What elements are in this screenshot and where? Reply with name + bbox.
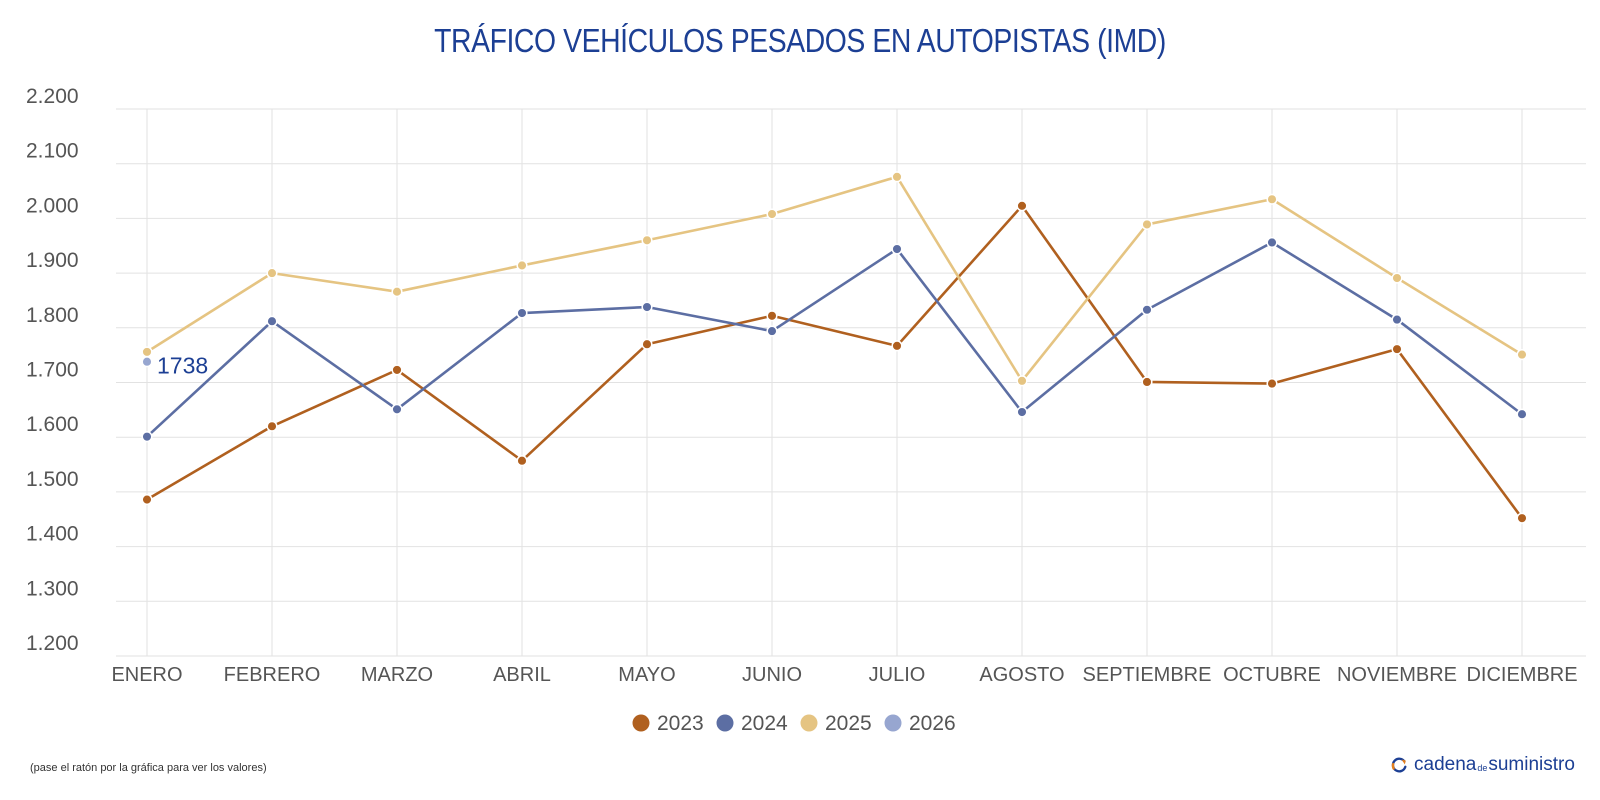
data-point[interactable] <box>391 364 403 376</box>
y-tick-label: 1.500 <box>26 468 79 491</box>
data-point[interactable] <box>266 420 278 432</box>
x-tick-label: DICIEMBRE <box>1466 664 1577 686</box>
y-tick-label: 2.100 <box>26 140 79 163</box>
grid <box>116 108 1586 657</box>
x-tick-label: ABRIL <box>493 664 551 686</box>
series-2026 <box>141 356 153 368</box>
data-point[interactable] <box>641 301 653 313</box>
legend-item-2025[interactable]: 2025 <box>800 712 872 735</box>
footnote: (pase el ratón por la gráfica para ver l… <box>30 762 267 774</box>
data-point[interactable] <box>1266 193 1278 205</box>
y-tick-label: 1.800 <box>26 304 79 327</box>
data-point[interactable] <box>141 356 153 368</box>
legend-label: 2023 <box>657 712 704 735</box>
data-point[interactable] <box>766 325 778 337</box>
series-layer <box>141 171 1528 524</box>
data-point[interactable] <box>891 243 903 255</box>
x-tick-label: FEBRERO <box>224 664 321 686</box>
legend-label: 2026 <box>909 712 956 735</box>
y-tick-label: 1.400 <box>26 523 79 546</box>
y-tick-label: 1.300 <box>26 577 79 600</box>
refresh-arrow-icon <box>1391 757 1407 773</box>
data-point[interactable] <box>766 310 778 322</box>
data-point[interactable] <box>1016 406 1028 418</box>
series-line <box>146 204 1524 519</box>
y-axis: 1.200 1.300 1.400 1.500 1.600 1.700 1.800 1.900… <box>26 85 79 655</box>
x-tick-label: AGOSTO <box>979 664 1064 686</box>
series-2025 <box>141 171 1528 387</box>
y-tick-label: 1.900 <box>26 249 79 272</box>
series-2023 <box>141 200 1528 524</box>
legend-swatch <box>632 714 650 732</box>
y-tick-label: 1.200 <box>26 632 79 655</box>
x-tick-label: ENERO <box>111 664 182 686</box>
data-label: 1738 <box>157 353 208 379</box>
data-point[interactable] <box>1516 512 1528 524</box>
legend-swatch <box>716 714 734 732</box>
data-point[interactable] <box>891 340 903 352</box>
series-line <box>146 175 1523 383</box>
x-tick-label: NOVIEMBRE <box>1337 664 1457 686</box>
data-point[interactable] <box>516 455 528 467</box>
data-point[interactable] <box>516 307 528 319</box>
data-point[interactable] <box>1141 218 1153 230</box>
data-point[interactable] <box>1391 272 1403 284</box>
data-point[interactable] <box>641 338 653 350</box>
data-point[interactable] <box>1516 408 1528 420</box>
legend-label: 2025 <box>825 712 872 735</box>
data-point[interactable] <box>891 171 903 183</box>
data-point[interactable] <box>1391 314 1403 326</box>
brand-text-de: de <box>1477 763 1488 773</box>
data-point[interactable] <box>1391 343 1403 355</box>
legend-swatch <box>884 714 902 732</box>
x-tick-label: OCTUBRE <box>1223 664 1321 686</box>
x-tick-label: SEPTIEMBRE <box>1083 664 1212 686</box>
x-tick-label: JULIO <box>869 664 926 686</box>
legend-item-2023[interactable]: 2023 <box>632 712 704 735</box>
data-point[interactable] <box>141 494 153 506</box>
x-tick-label: JUNIO <box>742 664 802 686</box>
legend-item-2026[interactable]: 2026 <box>884 712 956 735</box>
brand-text-suministro: suministro <box>1488 754 1575 775</box>
y-tick-label: 1.600 <box>26 413 79 436</box>
data-point[interactable] <box>1266 378 1278 390</box>
data-point[interactable] <box>266 267 278 279</box>
data-point[interactable] <box>1141 376 1153 388</box>
data-point[interactable] <box>1266 236 1278 249</box>
series-2024 <box>141 236 1528 443</box>
data-point[interactable] <box>1016 200 1028 212</box>
brand-text-cadena: cadena <box>1414 754 1477 775</box>
brand-logo[interactable]: cadena de suministro <box>1390 754 1575 776</box>
legend-item-2024[interactable]: 2024 <box>716 712 789 735</box>
data-point[interactable] <box>391 286 403 298</box>
x-axis: ENERO FEBRERO MARZO ABRIL MAYO JUNIO JULIO AGOS… <box>111 664 1577 686</box>
data-point[interactable] <box>516 259 528 271</box>
legend-label: 2024 <box>741 712 788 735</box>
data-point[interactable] <box>141 431 153 443</box>
x-tick-label: MARZO <box>361 664 433 686</box>
data-point[interactable] <box>1141 304 1153 316</box>
chart-title: TRÁFICO VEHÍCULOS PESADOS EN AUTOPISTAS … <box>434 22 1166 59</box>
legend-swatch <box>800 714 818 732</box>
y-tick-label: 1.700 <box>26 359 79 382</box>
y-tick-label: 2.000 <box>26 194 79 217</box>
data-point[interactable] <box>391 403 403 415</box>
data-point[interactable] <box>766 208 778 220</box>
series-line <box>146 241 1523 438</box>
data-point[interactable] <box>1016 375 1028 387</box>
data-point[interactable] <box>1516 349 1528 361</box>
data-point[interactable] <box>266 315 278 327</box>
y-tick-label: 2.200 <box>26 85 79 108</box>
annotations-layer: 1738 <box>157 353 208 379</box>
data-point[interactable] <box>641 234 653 246</box>
legend: 2023 2024 2025 2026 <box>632 712 956 735</box>
x-tick-label: MAYO <box>618 664 675 686</box>
data-point[interactable] <box>141 346 153 358</box>
